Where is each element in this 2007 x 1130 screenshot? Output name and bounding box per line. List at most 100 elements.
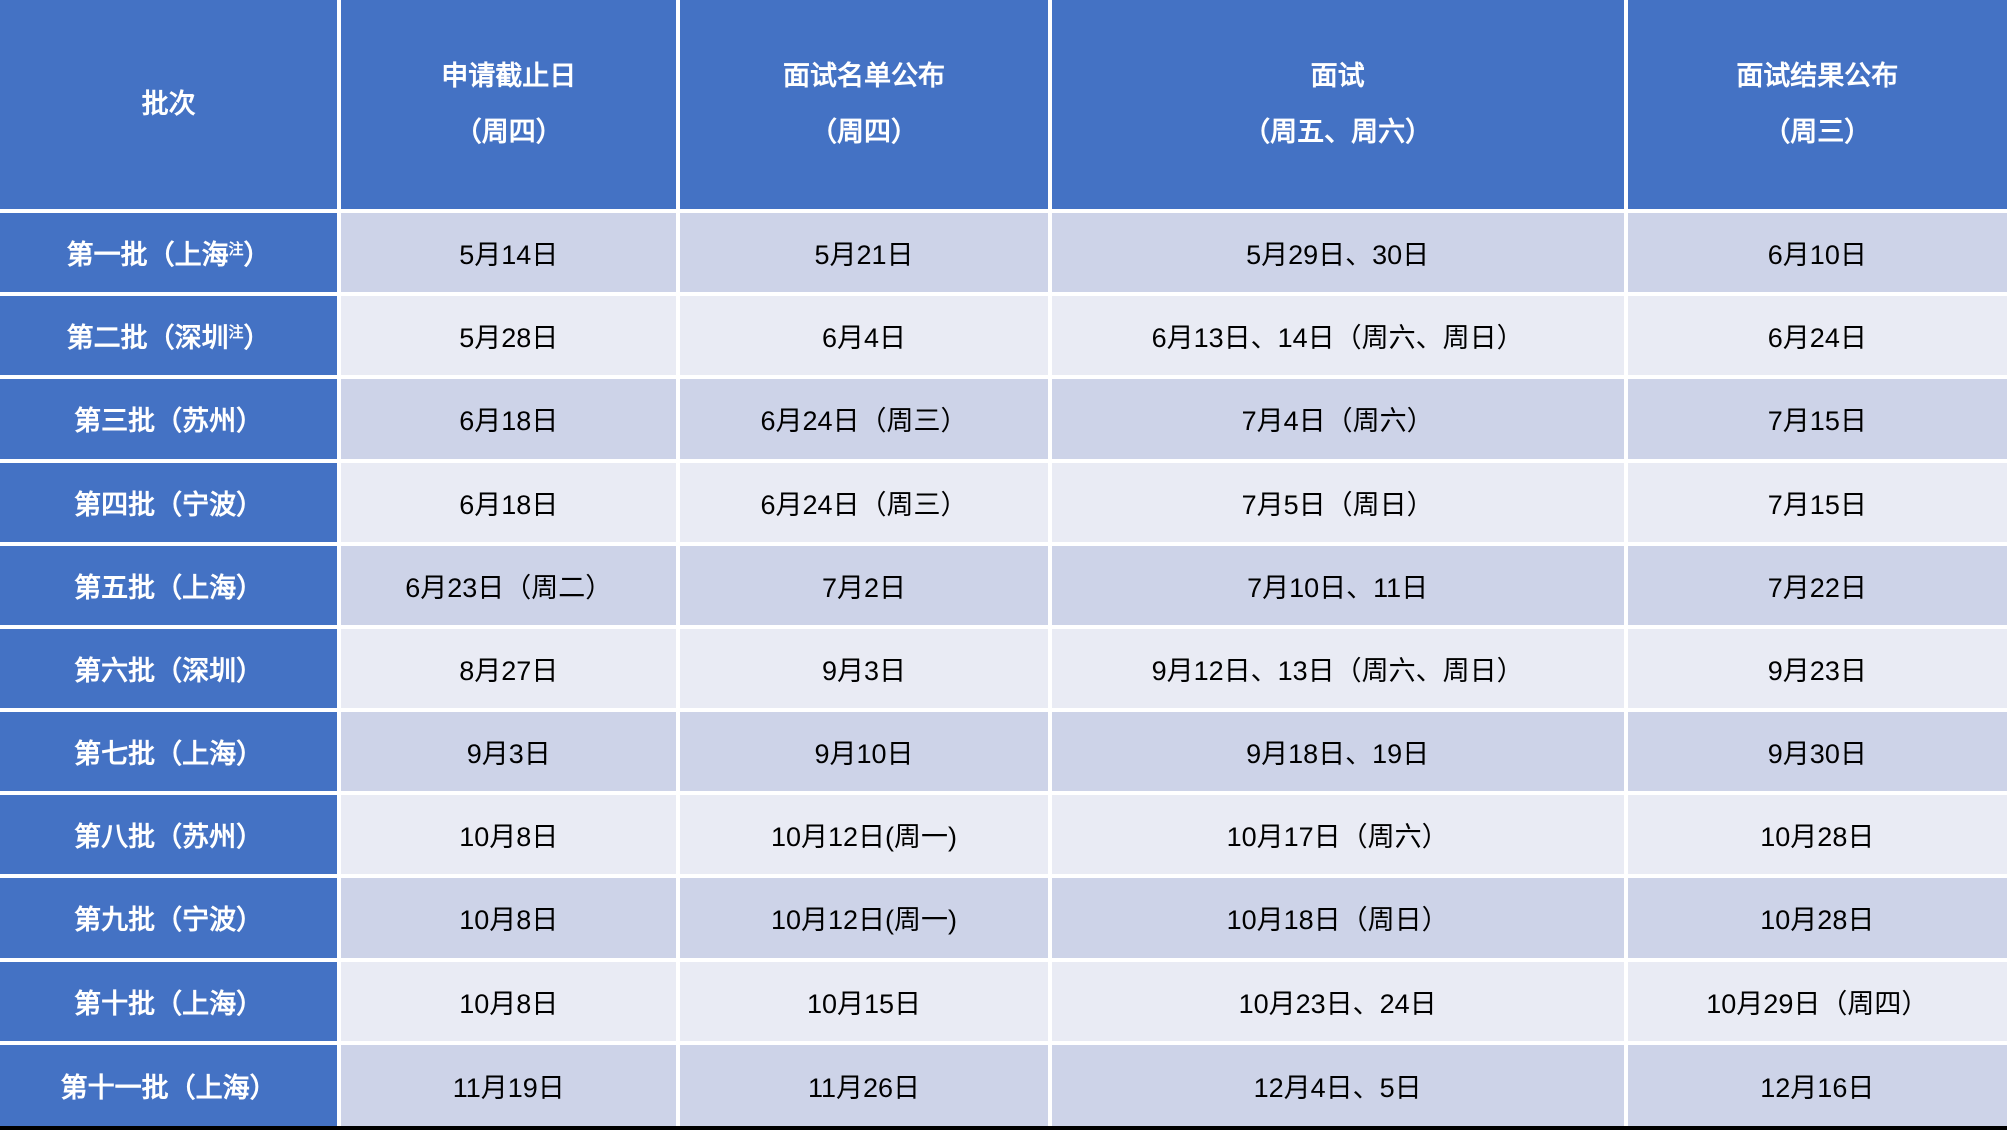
- deadline-cell: 11月19日: [337, 1040, 681, 1126]
- result-cell: 9月23日: [1623, 624, 2007, 713]
- result-cell: 7月15日: [1623, 375, 2007, 463]
- interview-cell: 5月29日、30日: [1047, 208, 1628, 297]
- table-header: 批次 申请截止日 （周四） 面试名单公布 （周四） 面试 （周五、周六） 面试结果公布…: [0, 0, 2007, 213]
- interview-cell: 6月13日、14日（周六、周日）: [1047, 292, 1628, 380]
- batch-cell: 第十批（上海）: [0, 957, 342, 1045]
- result-cell: 6月24日: [1623, 292, 2007, 380]
- list-publish-cell: 10月12日(周一): [676, 791, 1052, 879]
- batch-cell: 第五批（上海）: [0, 541, 342, 629]
- batch-label: 第八批（苏州）: [74, 822, 264, 853]
- batch-label-suffix: ）: [243, 240, 271, 271]
- column-header-result: 面试结果公布 （周三）: [1623, 0, 2007, 213]
- batch-label-suffix: ）: [243, 323, 271, 354]
- list-publish-cell: 6月4日: [676, 292, 1052, 380]
- interview-cell: 7月4日（周六）: [1047, 375, 1628, 463]
- batch-label: 第一批（上海: [66, 240, 229, 271]
- list-publish-cell: 10月12日(周一): [676, 874, 1052, 962]
- list-publish-cell: 6月24日（周三）: [676, 458, 1052, 546]
- result-cell: 10月28日: [1623, 874, 2007, 962]
- batch-cell: 第七批（上海）: [0, 708, 342, 796]
- list-publish-cell: 11月26日: [676, 1040, 1052, 1126]
- column-header-line1: 面试: [1310, 61, 1365, 92]
- table-row: 第八批（苏州） 10月8日 10月12日(周一) 10月17日（周六） 10月2…: [0, 791, 2007, 879]
- result-cell: 6月10日: [1623, 208, 2007, 297]
- batch-cell: 第十一批（上海）: [0, 1040, 342, 1126]
- batch-label: 第七批（上海）: [74, 739, 264, 770]
- column-header-line1: 面试结果公布: [1736, 61, 1899, 92]
- batch-cell: 第三批（苏州）: [0, 375, 342, 463]
- table-row: 第七批（上海） 9月3日 9月10日 9月18日、19日 9月30日: [0, 708, 2007, 796]
- batch-label: 第十批（上海）: [74, 988, 264, 1019]
- deadline-cell: 10月8日: [337, 791, 681, 879]
- interview-cell: 10月18日（周日）: [1047, 874, 1628, 962]
- column-header-line1: 批次: [141, 88, 196, 119]
- batch-label: 第九批（宁波）: [74, 905, 264, 936]
- batch-label: 第四批（宁波）: [74, 489, 264, 520]
- batch-note-superscript: 注: [228, 242, 244, 259]
- table-row: 第一批（上海注） 5月14日 5月21日 5月29日、30日 6月10日: [0, 208, 2007, 297]
- batch-cell: 第四批（宁波）: [0, 458, 342, 546]
- table-row: 第九批（宁波） 10月8日 10月12日(周一) 10月18日（周日） 10月2…: [0, 874, 2007, 962]
- batch-cell: 第九批（宁波）: [0, 874, 342, 962]
- deadline-cell: 5月14日: [337, 208, 681, 297]
- batch-label: 第五批（上海）: [74, 572, 264, 603]
- column-header-line1: 申请截止日: [441, 61, 577, 92]
- interview-cell: 7月10日、11日: [1047, 541, 1628, 629]
- interview-cell: 7月5日（周日）: [1047, 458, 1628, 546]
- list-publish-cell: 10月15日: [676, 957, 1052, 1045]
- deadline-cell: 6月18日: [337, 458, 681, 546]
- batch-cell: 第一批（上海注）: [0, 208, 342, 297]
- batch-cell: 第二批（深圳注）: [0, 292, 342, 380]
- batch-cell: 第六批（深圳）: [0, 624, 342, 713]
- list-publish-cell: 5月21日: [676, 208, 1052, 297]
- batch-label: 第六批（深圳）: [74, 655, 264, 686]
- deadline-cell: 10月8日: [337, 874, 681, 962]
- batch-label: 第十一批（上海）: [60, 1072, 277, 1103]
- deadline-cell: 9月3日: [337, 708, 681, 796]
- column-header-line1: 面试名单公布: [782, 61, 945, 92]
- interview-cell: 10月23日、24日: [1047, 957, 1628, 1045]
- header-row: 批次 申请截止日 （周四） 面试名单公布 （周四） 面试 （周五、周六） 面试结果公布…: [0, 0, 2007, 213]
- result-cell: 10月28日: [1623, 791, 2007, 879]
- interview-cell: 10月17日（周六）: [1047, 791, 1628, 879]
- interview-cell: 9月12日、13日（周六、周日）: [1047, 624, 1628, 713]
- result-cell: 10月29日（周四）: [1623, 957, 2007, 1045]
- deadline-cell: 6月18日: [337, 375, 681, 463]
- column-header-deadline: 申请截止日 （周四）: [337, 0, 681, 213]
- column-header-interview: 面试 （周五、周六）: [1047, 0, 1628, 213]
- deadline-cell: 6月23日（周二）: [337, 541, 681, 629]
- list-publish-cell: 6月24日（周三）: [676, 375, 1052, 463]
- list-publish-cell: 7月2日: [676, 541, 1052, 629]
- column-header-line2: （周四）: [454, 116, 563, 147]
- interview-cell: 9月18日、19日: [1047, 708, 1628, 796]
- deadline-cell: 10月8日: [337, 957, 681, 1045]
- batch-note-superscript: 注: [228, 325, 244, 342]
- column-header-line2: （周五、周六）: [1243, 116, 1433, 147]
- table-row: 第六批（深圳） 8月27日 9月3日 9月12日、13日（周六、周日） 9月23…: [0, 624, 2007, 713]
- result-cell: 7月15日: [1623, 458, 2007, 546]
- deadline-cell: 8月27日: [337, 624, 681, 713]
- table-row: 第二批（深圳注） 5月28日 6月4日 6月13日、14日（周六、周日） 6月2…: [0, 292, 2007, 380]
- deadline-cell: 5月28日: [337, 292, 681, 380]
- table-row: 第四批（宁波） 6月18日 6月24日（周三） 7月5日（周日） 7月15日: [0, 458, 2007, 546]
- table-body: 第一批（上海注） 5月14日 5月21日 5月29日、30日 6月10日 第二批…: [0, 208, 2007, 1126]
- table-row: 第三批（苏州） 6月18日 6月24日（周三） 7月4日（周六） 7月15日: [0, 375, 2007, 463]
- batch-cell: 第八批（苏州）: [0, 791, 342, 879]
- column-header-list-publish: 面试名单公布 （周四）: [676, 0, 1052, 213]
- list-publish-cell: 9月10日: [676, 708, 1052, 796]
- column-header-batch: 批次: [0, 0, 342, 213]
- result-cell: 9月30日: [1623, 708, 2007, 796]
- column-header-line2: （周四）: [809, 116, 918, 147]
- result-cell: 12月16日: [1623, 1040, 2007, 1126]
- table-row: 第五批（上海） 6月23日（周二） 7月2日 7月10日、11日 7月22日: [0, 541, 2007, 629]
- list-publish-cell: 9月3日: [676, 624, 1052, 713]
- batch-label: 第三批（苏州）: [74, 406, 264, 437]
- interview-cell: 12月4日、5日: [1047, 1040, 1628, 1126]
- batch-label: 第二批（深圳: [66, 323, 229, 354]
- result-cell: 7月22日: [1623, 541, 2007, 629]
- table-row: 第十批（上海） 10月8日 10月15日 10月23日、24日 10月29日（周…: [0, 957, 2007, 1045]
- table-row: 第十一批（上海） 11月19日 11月26日 12月4日、5日 12月16日: [0, 1040, 2007, 1126]
- column-header-line2: （周三）: [1763, 116, 1872, 147]
